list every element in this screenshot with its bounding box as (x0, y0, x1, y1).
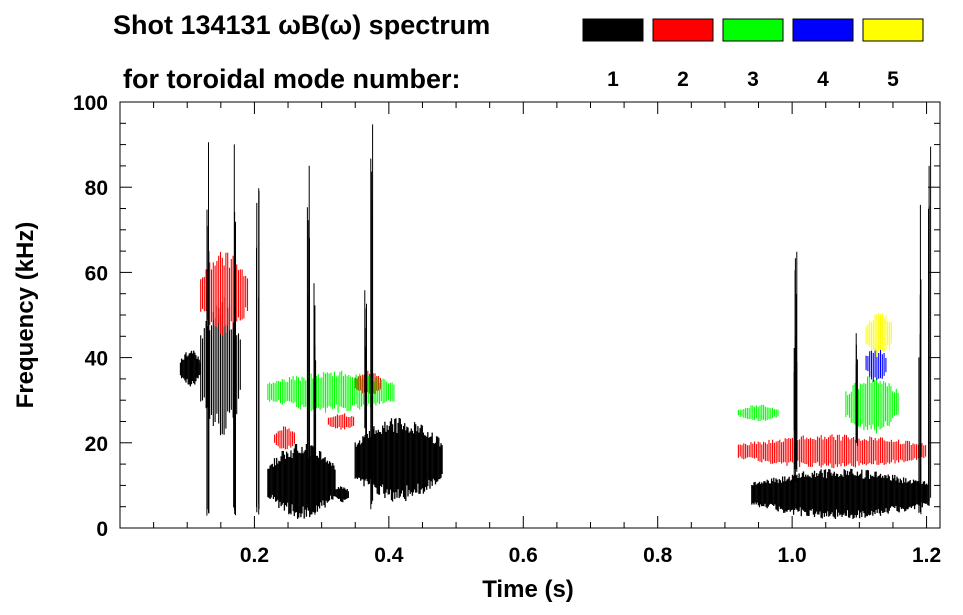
burst-spikes (206, 124, 932, 516)
mode-3-region-13 (845, 375, 899, 434)
y-tick-label: 60 (85, 262, 108, 285)
y-tick-label: 40 (85, 348, 108, 371)
legend-swatch-mode-5 (862, 18, 924, 42)
legend-label-mode-1: 1 (607, 68, 619, 91)
legend-swatch-mode-1 (582, 18, 644, 42)
mode-1-region-5 (751, 468, 930, 519)
y-axis-label: Frequency (kHz) (12, 222, 39, 409)
mode-1-region-0 (179, 350, 201, 387)
plot-background (120, 102, 940, 528)
mode-5-region-15 (865, 313, 892, 357)
x-tick-label: 1.2 (912, 544, 941, 567)
axis-ticks: 0.2 0.4 0.6 0.8 1.0 1.2 0 20 40 60 80 100 (73, 92, 941, 567)
chart-title-line2: for toroidal mode number: (123, 64, 461, 94)
legend-label-mode-4: 4 (817, 68, 829, 91)
x-axis-label: Time (s) (482, 576, 574, 603)
legend-label-mode-5: 5 (887, 68, 899, 91)
x-tick-label: 1.0 (778, 544, 807, 567)
plot-frame (119, 101, 941, 529)
legend-label-mode-2: 2 (677, 68, 689, 91)
legend-label-mode-3: 3 (747, 68, 759, 91)
x-tick-label: 0.4 (374, 544, 404, 567)
y-tick-label: 100 (73, 92, 108, 115)
mode-3-region-12 (737, 404, 779, 421)
spectral-marks (179, 124, 932, 519)
mode-1-region-4 (354, 417, 443, 502)
y-tick-label: 80 (85, 177, 108, 200)
y-tick-label: 20 (85, 433, 108, 456)
mode-2-region-7 (274, 426, 295, 450)
x-tick-label: 0.8 (643, 544, 673, 567)
mode-2-region-10 (737, 434, 927, 469)
mode-2-region-8 (327, 413, 355, 430)
legend-swatch-mode-4 (792, 18, 854, 42)
mode-2-region-6 (200, 251, 249, 336)
legend-swatch-mode-3 (722, 18, 784, 42)
mode-4-region-14 (865, 348, 887, 382)
x-tick-label: 0.6 (509, 544, 538, 567)
x-tick-label: 0.2 (240, 544, 269, 567)
legend: 1 2 3 4 5 (582, 18, 924, 91)
plot-area: 0.2 0.4 0.6 0.8 1.0 1.2 0 20 40 60 80 100 (73, 92, 941, 567)
mode-1-region-3 (334, 486, 349, 503)
chart-title-line1: Shot 134131 ωB(ω) spectrum (113, 10, 490, 40)
y-tick-label: 0 (96, 518, 108, 541)
legend-swatch-mode-2 (652, 18, 714, 42)
